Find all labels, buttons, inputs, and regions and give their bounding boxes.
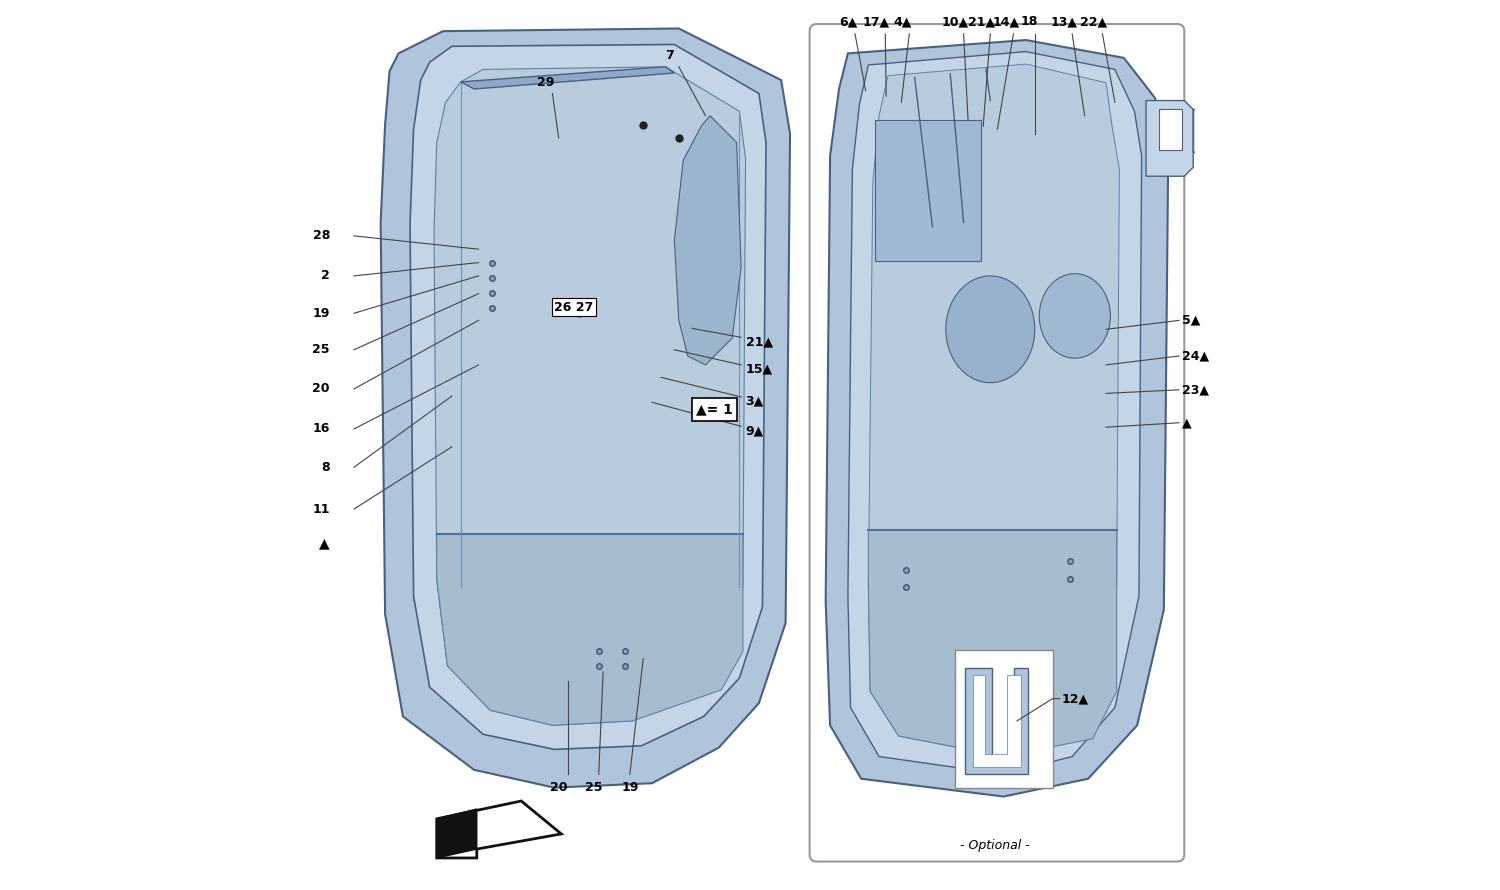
- Text: 25: 25: [312, 344, 330, 356]
- Text: 6▲: 6▲: [839, 15, 856, 28]
- Polygon shape: [868, 530, 1116, 756]
- Text: 20: 20: [550, 781, 567, 795]
- Text: 25: 25: [585, 781, 603, 795]
- Text: 26 27: 26 27: [554, 301, 594, 313]
- Text: 14▲: 14▲: [993, 15, 1020, 28]
- Text: 17▲: 17▲: [862, 15, 889, 28]
- Text: 21▲: 21▲: [968, 15, 994, 28]
- Ellipse shape: [1040, 274, 1110, 359]
- Text: 20: 20: [312, 383, 330, 395]
- Polygon shape: [874, 120, 981, 261]
- Polygon shape: [1146, 101, 1192, 176]
- Polygon shape: [972, 675, 1020, 767]
- Polygon shape: [1192, 109, 1257, 152]
- Text: ▲: ▲: [1182, 417, 1191, 429]
- Polygon shape: [410, 44, 766, 749]
- Ellipse shape: [946, 276, 1035, 383]
- Text: ▲= 1: ▲= 1: [696, 402, 734, 417]
- Text: 5▲: 5▲: [1182, 314, 1200, 327]
- Text: 8: 8: [321, 461, 330, 473]
- Text: 24▲: 24▲: [1182, 350, 1209, 362]
- Text: 19: 19: [312, 307, 330, 320]
- Polygon shape: [675, 116, 741, 365]
- Polygon shape: [433, 67, 746, 725]
- Text: 16: 16: [312, 423, 330, 435]
- FancyBboxPatch shape: [954, 650, 1053, 788]
- Text: 23▲: 23▲: [1182, 384, 1209, 396]
- Text: 9▲: 9▲: [746, 425, 764, 437]
- Polygon shape: [436, 809, 477, 858]
- Text: 19: 19: [621, 781, 639, 795]
- Text: 12▲: 12▲: [1062, 692, 1089, 705]
- Polygon shape: [436, 801, 561, 858]
- Text: 7: 7: [666, 49, 675, 62]
- Polygon shape: [460, 67, 675, 89]
- Polygon shape: [847, 52, 1142, 774]
- Text: ▲: ▲: [320, 536, 330, 550]
- Text: 18: 18: [1022, 15, 1038, 28]
- Text: 22▲: 22▲: [1080, 15, 1107, 28]
- Polygon shape: [966, 668, 1028, 774]
- Polygon shape: [381, 28, 790, 788]
- Polygon shape: [1160, 109, 1182, 150]
- Text: 28: 28: [312, 230, 330, 242]
- Text: 29: 29: [537, 76, 554, 89]
- Text: 21▲: 21▲: [746, 336, 772, 348]
- Text: 11: 11: [312, 503, 330, 515]
- Text: 13▲: 13▲: [1050, 15, 1077, 28]
- Text: - Optional -: - Optional -: [960, 839, 1029, 852]
- Text: 3▲: 3▲: [746, 395, 764, 408]
- Polygon shape: [436, 534, 742, 725]
- Text: 4▲: 4▲: [894, 15, 912, 28]
- Text: 15▲: 15▲: [746, 363, 772, 376]
- Text: 2: 2: [321, 270, 330, 282]
- Polygon shape: [825, 40, 1168, 797]
- FancyBboxPatch shape: [810, 24, 1185, 862]
- Polygon shape: [868, 64, 1119, 757]
- Text: 10▲: 10▲: [940, 15, 969, 28]
